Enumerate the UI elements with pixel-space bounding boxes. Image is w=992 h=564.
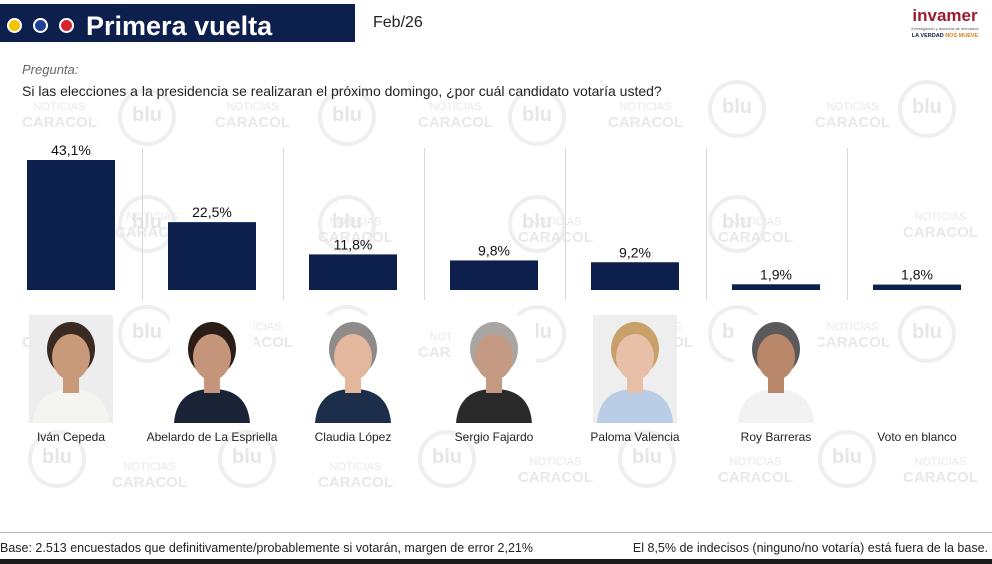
candidate-name: Claudia López bbox=[314, 430, 392, 444]
blu-radio-watermark-icon: blu bbox=[318, 88, 376, 146]
blu-radio-watermark-icon: blu bbox=[898, 80, 956, 138]
bar bbox=[450, 260, 538, 290]
blu-radio-watermark-icon: blu bbox=[508, 195, 566, 253]
footer-divider bbox=[0, 532, 992, 533]
candidate-name: Iván Cepeda bbox=[36, 430, 106, 444]
blu-radio-watermark-icon: blu bbox=[708, 195, 766, 253]
page-title: Primera vuelta bbox=[86, 11, 273, 41]
blu-radio-watermark-icon: blu bbox=[318, 195, 376, 253]
footer-base-note: Base: 2.513 encuestados que definitivame… bbox=[0, 541, 533, 555]
bar bbox=[168, 222, 256, 290]
data-label: 22,5% bbox=[192, 204, 232, 220]
candidate-name: Sergio Fajardo bbox=[454, 430, 534, 444]
blu-radio-watermark-icon: blu bbox=[708, 80, 766, 138]
blu-radio-watermark-icon: blu bbox=[28, 430, 86, 488]
logo-tagline-a: LA VERDAD bbox=[911, 33, 944, 39]
red-dot-icon bbox=[59, 18, 74, 33]
bar bbox=[27, 160, 115, 290]
logo-tagline: LA VERDAD NOS MUEVE bbox=[905, 33, 985, 39]
bar bbox=[591, 262, 679, 290]
blu-radio-watermark-icon: blu bbox=[118, 305, 176, 363]
bar bbox=[873, 284, 961, 290]
portrait-photo bbox=[452, 315, 536, 423]
blu-radio-watermark-icon: blu bbox=[118, 88, 176, 146]
blu-radio-watermark-icon: blu bbox=[898, 305, 956, 363]
blue-dot-icon bbox=[33, 18, 48, 33]
candidate-name: Voto en blanco bbox=[877, 430, 957, 444]
blu-radio-watermark-icon: blu bbox=[218, 430, 276, 488]
blu-radio-watermark-icon: blu bbox=[508, 88, 566, 146]
portrait-photo bbox=[593, 315, 677, 423]
bottom-bar bbox=[0, 559, 992, 564]
bar bbox=[309, 254, 397, 290]
portrait-photo bbox=[29, 315, 113, 423]
portrait-photo bbox=[170, 315, 254, 423]
blu-radio-watermark-icon: blu bbox=[818, 430, 876, 488]
question-label: Pregunta: bbox=[22, 62, 79, 77]
invamer-logo: invamer investigación y asesoría de merc… bbox=[905, 6, 985, 40]
candidate-name: Paloma Valencia bbox=[590, 430, 680, 444]
data-label: 1,8% bbox=[901, 267, 933, 283]
logo-tagline-b: NOS MUEVE bbox=[945, 33, 979, 39]
title-banner: Primera vuelta bbox=[0, 4, 355, 42]
portrait-photo bbox=[734, 315, 818, 423]
logo-subtitle: investigación y asesoría de mercados bbox=[911, 26, 979, 31]
yellow-dot-icon bbox=[7, 18, 22, 33]
data-label: 43,1% bbox=[51, 142, 91, 158]
candidate-name: Abelardo de La Espriella bbox=[146, 430, 278, 444]
data-label: 11,8% bbox=[334, 236, 373, 252]
data-label: 1,9% bbox=[760, 266, 792, 282]
vote-bar-chart: 43,1% 22,5% 11,8% 9,8% 9,2% 1,9% 1,8% bbox=[27, 142, 961, 300]
logo-wordmark: invamer bbox=[912, 6, 978, 25]
survey-date: Feb/26 bbox=[373, 14, 423, 31]
candidate-name: Roy Barreras bbox=[740, 430, 812, 444]
footer-undecided-note: El 8,5% de indecisos (ninguno/no votaría… bbox=[632, 541, 988, 555]
question-text: Si las elecciones a la presidencia se re… bbox=[22, 83, 662, 99]
bar bbox=[732, 284, 820, 290]
portrait-photo bbox=[311, 315, 395, 423]
data-label: 9,2% bbox=[619, 244, 651, 260]
data-label: 9,8% bbox=[478, 242, 510, 258]
blu-radio-watermark-icon: blu bbox=[418, 430, 476, 488]
blu-radio-watermark-icon: blu bbox=[618, 430, 676, 488]
